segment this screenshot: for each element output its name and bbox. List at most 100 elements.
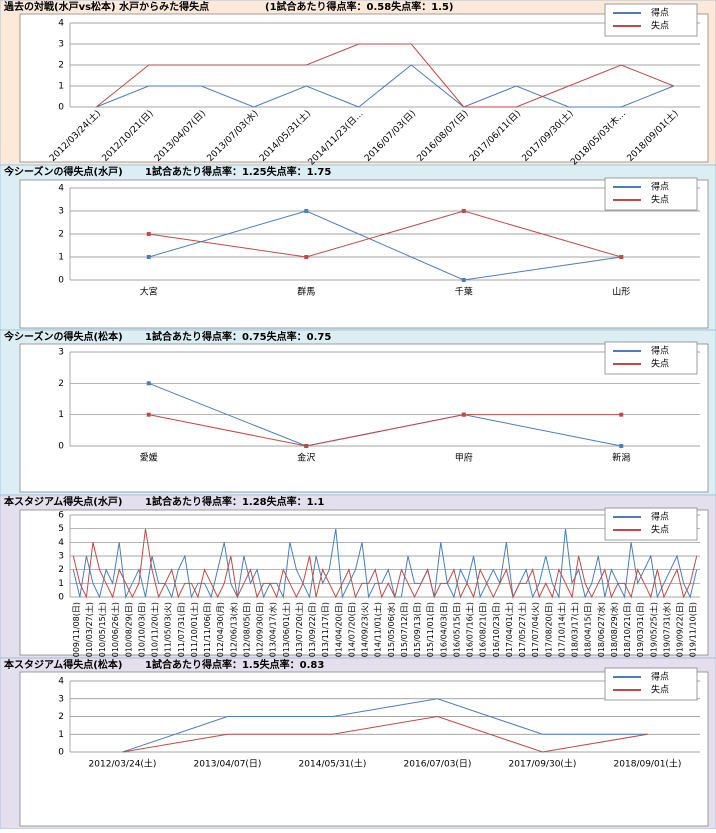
chart-title: 今シーズンの得失点(松本) (3, 330, 123, 343)
x-tick-label: 2016/10/23(日) (492, 602, 501, 662)
x-tick-label: 2019/07/31(水) (661, 602, 671, 662)
chart-title: 本スタジアム得失点(松本) (4, 658, 122, 671)
y-tick-label: 2 (58, 565, 64, 575)
point-marker (304, 255, 309, 259)
legend-box (604, 3, 698, 37)
x-tick-label: 2014/07/20(日) (347, 602, 356, 662)
x-tick-label: 2013/06/01(土) (281, 602, 291, 662)
legend-label: 得点 (651, 7, 669, 19)
y-tick-label: 1 (58, 253, 64, 263)
chart-box (19, 179, 709, 329)
x-tick-label: 2011/10/01(土) (189, 602, 199, 662)
x-tick-label: 2012/08/05(日) (242, 602, 251, 662)
x-tick-label: 2016/04/03(日) (439, 602, 448, 662)
y-tick-label: 0 (58, 276, 64, 286)
y-tick-label: 1 (58, 579, 64, 589)
x-tick-label: 2016/08/21(日) (479, 602, 488, 662)
legend-label: 失点 (651, 20, 669, 32)
x-tick-label: 2017/05/27(土) (517, 602, 527, 662)
chart-title: 今シーズンの得失点(水戸) (3, 165, 123, 178)
x-tick-label: 千葉 (455, 286, 473, 298)
x-tick-label: 山形 (612, 286, 630, 298)
legend-box (604, 667, 698, 701)
y-tick-label: 2 (58, 379, 64, 389)
series-line (122, 715, 648, 753)
series-line (96, 64, 674, 108)
x-tick-label: 新潟 (612, 452, 630, 464)
chart-subtitle: 1試合あたり得点率：1.25失点率：1.75 (145, 165, 331, 178)
legend-box (604, 341, 698, 375)
series-line (72, 528, 698, 599)
point-marker (619, 444, 624, 448)
x-tick-label: 2014/11/01(土) (373, 602, 383, 662)
x-tick-label: 2016/07/03(日) (404, 759, 472, 770)
x-tick-label: 2015/09/13(日) (413, 602, 422, 662)
chart-box (19, 671, 709, 827)
chart-box (19, 343, 709, 493)
point-marker (146, 412, 151, 417)
x-tick-label: 2010/11/20(土) (150, 602, 160, 662)
x-tick-label: 2012/03/24(土) (89, 758, 157, 770)
legend-label: 得点 (651, 181, 669, 193)
x-tick-label: 2011/05/03(火) (164, 602, 173, 662)
y-tick-label: 2 (58, 61, 64, 71)
chart-subtitle: 1試合あたり得点率：1.5失点率：0.83 (145, 658, 324, 671)
point-marker (304, 444, 309, 448)
point-marker (146, 255, 151, 259)
y-tick-label: 3 (58, 552, 64, 562)
y-tick-label: 4 (58, 677, 64, 687)
series-line (148, 210, 622, 258)
x-tick-label: 2010/10/03(日) (137, 602, 146, 662)
y-tick-label: 0 (58, 748, 64, 758)
x-tick-label: 2016/07/16(土) (465, 602, 475, 662)
chart-box (19, 13, 709, 163)
x-tick-label: 2018/08/29(水) (609, 602, 619, 662)
x-tick-label: 2013/04/07(日) (194, 759, 262, 770)
y-tick-label: 0 (58, 442, 64, 452)
x-tick-label: 2010/06/26(土) (110, 602, 120, 662)
x-tick-label: 2011/07/31(日) (177, 602, 186, 662)
x-tick-label: 2017/10/14(土) (556, 602, 566, 662)
x-tick-label: 2018/09/01(土) (614, 758, 682, 770)
y-tick-label: 2 (58, 230, 64, 240)
y-tick-label: 5 (58, 524, 64, 534)
legend-label: 失点 (651, 194, 669, 206)
x-tick-label: 2018/03/17(土) (570, 602, 580, 662)
y-tick-label: 4 (58, 19, 64, 29)
legend-label: 得点 (651, 511, 669, 523)
legend-label: 得点 (651, 345, 669, 357)
y-tick-label: 0 (58, 103, 64, 113)
point-marker (461, 278, 466, 282)
y-tick-label: 2 (58, 712, 64, 722)
x-tick-label: 2011/11/06(日) (203, 602, 212, 662)
point-marker (146, 232, 151, 236)
x-tick-label: 2016/05/15(日) (452, 602, 461, 662)
x-tick-label: 2010/05/15(土) (97, 602, 107, 662)
x-tick-label: 2014/04/20(日) (334, 602, 343, 662)
legend-box (604, 507, 698, 541)
x-tick-label: 大宮 (140, 286, 158, 298)
x-tick-label: 2015/11/01(日) (426, 602, 435, 662)
x-tick-label: 2017/09/30(土) (509, 758, 577, 770)
x-tick-label: 甲府 (455, 452, 473, 464)
chart-subtitle: 1試合あたり得点率：1.28失点率：1.1 (145, 495, 324, 508)
x-tick-label: 2012/04/30(月) (216, 602, 225, 662)
x-tick-label: 2017/07/04(火) (531, 602, 540, 662)
legend-label: 失点 (651, 358, 669, 370)
point-marker (146, 381, 151, 386)
y-tick-label: 1 (58, 410, 64, 420)
x-tick-label: 2018/06/27(水) (596, 602, 606, 662)
series-line (95, 43, 674, 108)
legend-label: 得点 (651, 671, 669, 683)
point-marker (619, 255, 624, 259)
y-tick-label: 1 (58, 82, 64, 92)
x-tick-label: 2019/09/22(日) (676, 602, 685, 662)
chart-subtitle: (1試合あたり得点率：0.58失点率：1.5) (265, 0, 454, 13)
x-tick-label: 愛媛 (140, 452, 158, 464)
chart-box (19, 509, 709, 656)
point-marker (619, 412, 624, 417)
y-tick-label: 0 (58, 593, 64, 603)
x-tick-label: 2014/09/23(火) (361, 602, 370, 662)
y-tick-label: 3 (58, 207, 64, 217)
